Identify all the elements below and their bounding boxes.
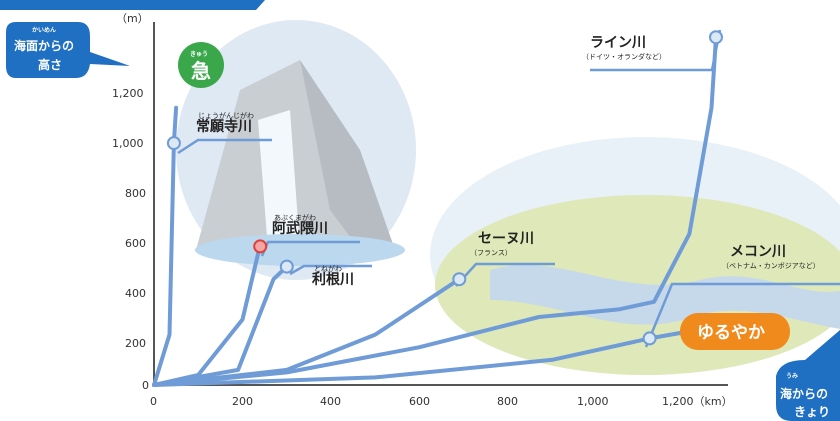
x-tick-400: 400	[320, 395, 341, 408]
series-label-3: セーヌ川	[478, 231, 534, 247]
series-ruby-1: あぶくまがわ	[274, 213, 316, 222]
x-tick-800: 800	[497, 395, 518, 408]
y-tick-1200: 1,200	[112, 87, 144, 100]
x-tick-1200: 1,200（km）	[662, 395, 733, 408]
series-label-0: 常願寺川	[196, 118, 252, 135]
y-tick-400: 400	[125, 287, 146, 300]
series-label-1: 阿武隈川	[272, 220, 328, 237]
series-sublabel-5: （ベトナム・カンボジアなど）	[722, 262, 820, 270]
series-marker-3	[452, 272, 467, 287]
y-tick-0: 0	[142, 379, 149, 392]
distance-callout-ruby: うみ	[786, 373, 798, 380]
series-line-2	[152, 264, 289, 387]
height-callout-ruby: かいめん	[32, 26, 56, 34]
series-marker-1	[253, 239, 268, 254]
height-callout-line2: 高さ	[38, 57, 62, 72]
y-tick-1000: 1,000	[112, 137, 144, 150]
distance-callout: うみ 海からの きょり	[776, 330, 840, 421]
x-tick-1000: 1,000	[577, 395, 609, 408]
distance-callout-line2: きょり	[794, 405, 830, 419]
series-marker-0	[166, 136, 181, 151]
series-marker-4	[709, 30, 723, 45]
header-banner	[0, 0, 265, 10]
distance-callout-line1: 海からの	[780, 386, 828, 401]
height-callout-line1: 海面からの	[14, 38, 74, 53]
height-callout: かいめん 海面からの 高さ	[6, 22, 130, 78]
steep-badge-ruby: きゅう	[190, 50, 208, 58]
steep-badge: きゅう 急	[178, 42, 224, 88]
series-marker-5	[642, 331, 657, 346]
gentle-badge: ゆるやか	[680, 313, 790, 350]
series-line-0	[152, 105, 179, 387]
series-line-5	[152, 330, 687, 387]
series-sublabel-3: （フランス）	[470, 249, 512, 257]
axes: （m） 1,200 1,000 800 600 400 200 0 0 200 …	[112, 12, 733, 408]
y-tick-800: 800	[125, 187, 146, 200]
series-line-4	[152, 35, 718, 387]
leader-line-0	[177, 138, 272, 155]
series-sublabel-4: （ドイツ・オランダなど）	[582, 52, 666, 61]
series-label-5: メコン川	[730, 244, 786, 260]
y-axis-unit: （m）	[116, 12, 149, 25]
leader-line-5	[644, 282, 840, 348]
steep-badge-label: 急	[191, 59, 211, 83]
y-tick-600: 600	[125, 237, 146, 250]
series-ruby-0: じょうがんじがわ	[198, 111, 254, 120]
x-tick-0: 0	[150, 395, 157, 408]
x-tick-600: 600	[409, 395, 430, 408]
leader-line-2	[289, 264, 372, 276]
y-tick-200: 200	[125, 337, 146, 350]
series-label-4: ライン川	[590, 35, 646, 51]
gentle-badge-label: ゆるやか	[697, 323, 765, 343]
series-label-2: 利根川	[312, 271, 354, 288]
series-ruby-2: とねがわ	[314, 264, 342, 273]
x-tick-200: 200	[232, 395, 253, 408]
series-marker-2	[279, 259, 294, 274]
